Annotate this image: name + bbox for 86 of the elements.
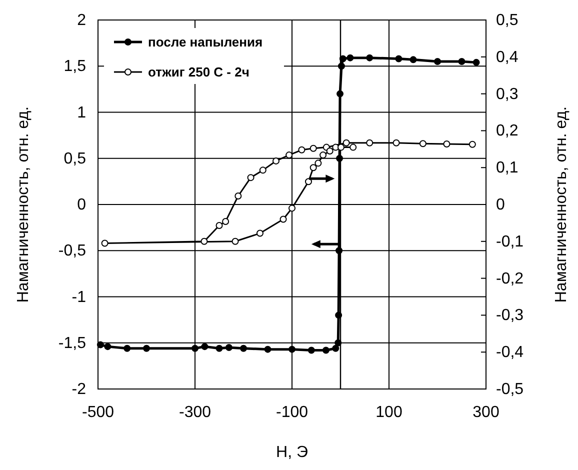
point	[310, 144, 317, 152]
point	[124, 344, 131, 352]
y-tick-label: -0,5	[58, 242, 86, 260]
y-tick-label: 0	[77, 196, 86, 214]
legend-label: после напыления	[148, 34, 263, 50]
point	[288, 204, 296, 212]
point	[443, 140, 450, 148]
y2-tick-label: -0,5	[496, 381, 524, 398]
y2-tick-label: 0,1	[496, 160, 518, 177]
point	[288, 346, 296, 353]
y-axis-title: Намагниченность, отн. ед.	[15, 106, 32, 303]
x-tick-label: -500	[82, 404, 114, 421]
y2-tick-label: -0,3	[496, 307, 524, 324]
y2-tick-label: 0,4	[496, 48, 518, 66]
point	[410, 56, 417, 64]
point	[326, 147, 334, 154]
y2-tick-label: 0	[496, 196, 505, 214]
x-tick-label: 100	[376, 404, 402, 421]
y-tick-label: -1,5	[58, 334, 86, 352]
point	[332, 344, 340, 352]
point	[240, 344, 247, 352]
point	[468, 140, 476, 148]
point	[256, 230, 264, 237]
point	[286, 152, 293, 159]
y-tick-label: -1	[72, 288, 86, 306]
y2-axis-title: Намагниченность, отн. ед.	[553, 106, 570, 303]
y-tick-label: -2	[72, 381, 86, 398]
x-tick-label: 300	[472, 404, 500, 421]
y-tick-label: 2	[77, 12, 86, 29]
point	[298, 146, 306, 154]
point	[96, 341, 104, 348]
point	[336, 247, 343, 254]
y2-tick-label: -0,2	[496, 270, 524, 288]
point	[272, 157, 280, 164]
point	[366, 54, 374, 62]
point	[434, 58, 441, 66]
x-tick-label: -300	[178, 404, 212, 421]
legend-label: отжиг 250 С - 2ч	[148, 64, 250, 80]
point	[200, 238, 208, 245]
y2-tick-label: 0,2	[496, 122, 518, 140]
point	[222, 218, 230, 225]
point	[201, 343, 208, 350]
y-tick-label: 1	[77, 104, 86, 122]
y2-tick-label: 0,3	[496, 86, 518, 103]
point	[225, 344, 232, 351]
point	[234, 192, 242, 200]
point	[335, 312, 342, 319]
point	[346, 54, 354, 62]
point	[259, 166, 266, 174]
point	[314, 160, 322, 167]
point	[310, 164, 317, 172]
point	[334, 339, 342, 346]
point	[143, 344, 150, 352]
point	[338, 62, 345, 70]
point	[336, 90, 344, 98]
point	[320, 152, 327, 159]
point	[280, 216, 287, 223]
point	[342, 139, 350, 146]
point	[366, 139, 374, 146]
point	[232, 238, 239, 245]
point	[395, 55, 402, 62]
point	[308, 346, 315, 354]
point	[101, 240, 108, 247]
point	[337, 144, 344, 151]
y2-tick-label: -0,4	[496, 344, 524, 362]
point	[350, 144, 357, 151]
x-axis-title: Н, Э	[276, 444, 308, 461]
point	[247, 174, 254, 182]
point	[472, 58, 480, 66]
point	[336, 154, 344, 162]
y2-tick-label: -0,1	[496, 233, 524, 250]
point	[104, 343, 112, 350]
point	[458, 58, 466, 66]
y-tick-label: 0,5	[64, 150, 86, 168]
point	[216, 344, 223, 352]
y-tick-label: 1,5	[64, 58, 86, 76]
point	[304, 178, 312, 186]
y2-tick-label: 0,5	[496, 12, 518, 29]
point	[216, 222, 223, 230]
point	[264, 346, 272, 353]
point	[419, 140, 426, 148]
x-tick-label: -100	[276, 404, 308, 421]
point	[339, 55, 346, 62]
point	[392, 139, 400, 146]
point	[322, 346, 330, 354]
point	[192, 344, 198, 352]
